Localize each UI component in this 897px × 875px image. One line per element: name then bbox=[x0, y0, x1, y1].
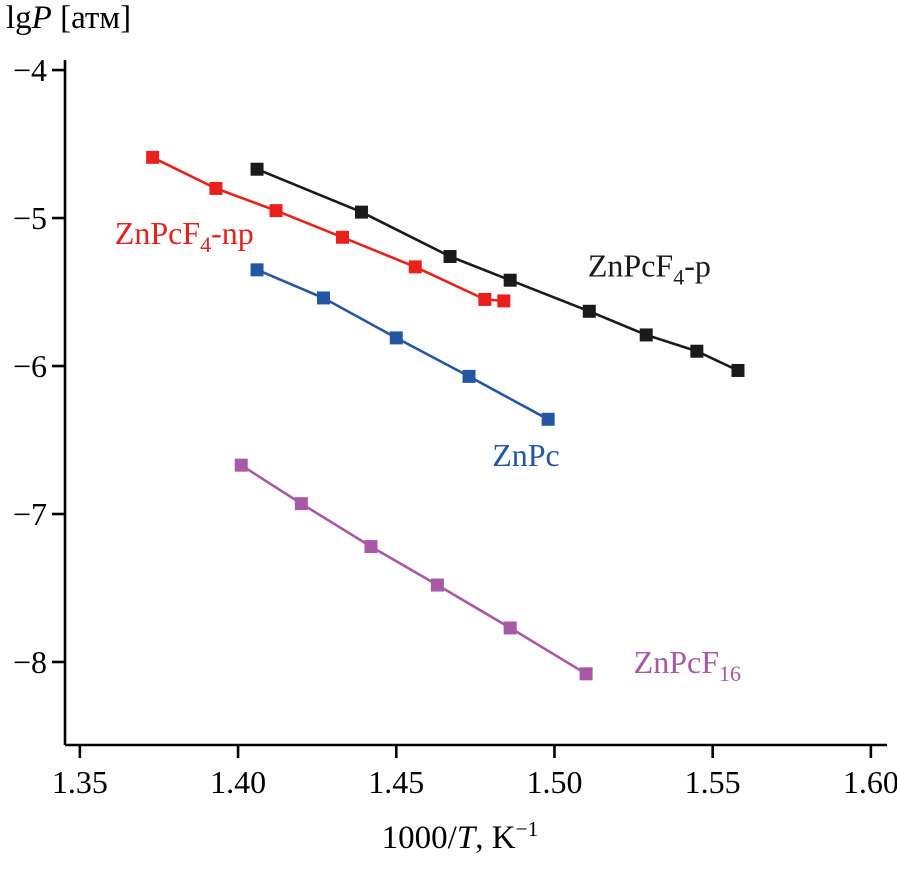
series-label-segment: 4 bbox=[200, 232, 211, 257]
series-line-ZnPcF4-p bbox=[256, 167, 739, 372]
x-tick-label: 1.45 bbox=[368, 764, 424, 800]
series-label-ZnPcF4-np: ZnPcF4-np bbox=[115, 215, 254, 257]
series-label-segment: -np bbox=[211, 215, 254, 251]
axis-title-segment: P bbox=[31, 0, 52, 36]
series-label-segment: ZnPcF bbox=[588, 247, 673, 283]
data-point-marker-ZnPcF4-p bbox=[503, 273, 517, 287]
series-label-segment: 16 bbox=[719, 661, 741, 686]
data-point-marker-ZnPcF16 bbox=[503, 621, 517, 635]
x-tick-label: 1.50 bbox=[526, 764, 582, 800]
data-point-marker-ZnPc bbox=[250, 263, 264, 277]
axis-title-segment: T bbox=[456, 820, 476, 856]
data-point-marker-ZnPc bbox=[462, 369, 476, 383]
axis-title-segment: 1000/ bbox=[381, 820, 457, 856]
data-point-marker-ZnPcF4-p bbox=[690, 344, 704, 358]
x-tick-label: 1.35 bbox=[52, 764, 108, 800]
x-tick-label: 1.40 bbox=[210, 764, 266, 800]
data-point-marker-ZnPcF4-p bbox=[582, 304, 596, 318]
data-point-marker-ZnPcF4-np bbox=[209, 181, 223, 195]
series-label-segment: ZnPcF bbox=[634, 644, 719, 680]
y-tick-label: −7 bbox=[13, 496, 47, 532]
data-point-marker-ZnPcF4-p bbox=[731, 363, 745, 377]
y-tick-label: −5 bbox=[13, 200, 47, 236]
data-point-marker-ZnPcF4-p bbox=[354, 205, 368, 219]
data-point-marker-ZnPcF16 bbox=[579, 667, 593, 681]
y-tick-label: −6 bbox=[13, 348, 47, 384]
data-point-marker-ZnPcF4-p bbox=[250, 162, 264, 176]
y-axis-title: lgP [атм] bbox=[6, 0, 131, 36]
data-point-marker-ZnPc bbox=[389, 331, 403, 345]
series-label-segment: ZnPc bbox=[492, 437, 560, 473]
series-label-ZnPc: ZnPc bbox=[492, 437, 560, 473]
series-label-segment: -p bbox=[684, 247, 711, 283]
series-label-segment: 4 bbox=[673, 264, 684, 289]
data-point-marker-ZnPcF4-np bbox=[497, 294, 511, 308]
x-tick-label: 1.55 bbox=[685, 764, 741, 800]
data-point-marker-ZnPcF4-np bbox=[478, 292, 492, 306]
data-point-marker-ZnPc bbox=[316, 291, 330, 305]
data-point-marker-ZnPcF4-np bbox=[408, 260, 422, 274]
x-tick-label: 1.60 bbox=[843, 764, 897, 800]
series-label-ZnPcF16: ZnPcF16 bbox=[634, 644, 741, 686]
x-axis-title: 1000/T, K−1 bbox=[65, 817, 855, 856]
series-line-ZnPcF16 bbox=[240, 464, 587, 675]
data-point-marker-ZnPcF4-np bbox=[335, 230, 349, 244]
axis-title-segment: , K bbox=[475, 820, 516, 856]
data-point-marker-ZnPcF16 bbox=[234, 458, 248, 472]
axis-title-segment: −1 bbox=[515, 817, 539, 841]
axis-title-segment: [атм] bbox=[51, 0, 132, 36]
data-point-marker-ZnPcF16 bbox=[294, 497, 308, 511]
y-tick-label: −8 bbox=[13, 644, 47, 680]
series-label-segment: ZnPcF bbox=[115, 215, 200, 251]
series-line-ZnPc bbox=[256, 268, 549, 421]
data-point-marker-ZnPcF4-np bbox=[269, 204, 283, 218]
data-point-marker-ZnPcF16 bbox=[364, 540, 378, 554]
data-point-marker-ZnPcF4-p bbox=[443, 250, 457, 264]
series-line-ZnPcF4-np bbox=[152, 156, 504, 303]
data-point-marker-ZnPcF4-p bbox=[639, 328, 653, 342]
data-point-marker-ZnPcF4-np bbox=[146, 150, 160, 164]
series-label-ZnPcF4-p: ZnPcF4-p bbox=[588, 247, 711, 289]
y-tick-label: −4 bbox=[13, 52, 47, 88]
data-point-marker-ZnPcF16 bbox=[430, 578, 444, 592]
axis-title-segment: lg bbox=[6, 0, 32, 36]
data-point-marker-ZnPc bbox=[541, 412, 555, 426]
